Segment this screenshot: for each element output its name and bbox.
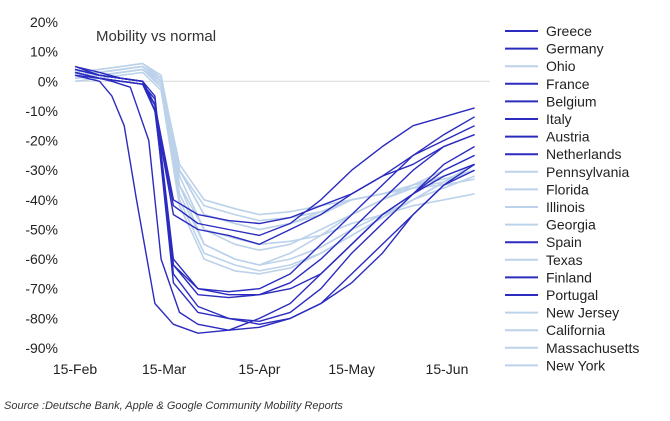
legend-label: Germany (546, 41, 604, 57)
x-tick-label: 15-Apr (238, 361, 280, 377)
legend-label: Florida (546, 181, 589, 197)
y-tick-label: -10% (25, 103, 58, 119)
series-line-netherlands (74, 65, 475, 237)
y-tick-label: 10% (30, 44, 58, 60)
series-line-florida (74, 62, 475, 222)
y-tick-label: -50% (25, 221, 58, 237)
legend-label: New York (546, 357, 606, 373)
y-tick-label: -70% (25, 281, 58, 297)
legend-label: Pennsylvania (546, 164, 629, 180)
legend-label: Austria (546, 129, 590, 145)
x-tick-label: 15-May (328, 361, 375, 377)
y-tick-label: -60% (25, 251, 58, 267)
chart-title: Mobility vs normal (96, 28, 216, 45)
y-tick-label: -30% (25, 162, 58, 178)
legend-label: Ohio (546, 58, 576, 74)
series-line-illinois (74, 68, 475, 251)
legend-label: Portugal (546, 287, 598, 303)
legend-label: Netherlands (546, 146, 622, 162)
legend-label: France (546, 76, 590, 92)
legend-label: Illinois (546, 199, 585, 215)
y-tick-label: -40% (25, 192, 58, 208)
legend-label: California (546, 322, 605, 338)
x-axis-ticks: 15-Feb 15-Mar 15-Apr 15-May 15-Jun (53, 361, 469, 377)
x-tick-label: 15-Jun (426, 361, 469, 377)
series-line-pennsylvania (74, 65, 475, 266)
y-tick-label: -80% (25, 310, 58, 326)
series-line-france (74, 68, 475, 322)
legend-label: Spain (546, 234, 582, 250)
legend-label: Italy (546, 111, 572, 127)
series-line-texas (74, 62, 475, 231)
series-line-portugal (74, 68, 475, 299)
series-line-spain (74, 71, 475, 331)
series-line-italy (74, 74, 475, 334)
legend-label: Finland (546, 269, 592, 285)
legend-label: Texas (546, 252, 583, 268)
legend-label: Greece (546, 23, 592, 39)
source-note: Source :Deutsche Bank, Apple & Google Co… (4, 400, 343, 412)
series-lines (74, 62, 475, 334)
x-tick-label: 15-Mar (142, 361, 187, 377)
legend-label: Georgia (546, 217, 596, 233)
legend-label: Belgium (546, 93, 597, 109)
mobility-chart: 20% 10% 0% -10% -20% -30% -40% -50% -60% -70% -80%… (25, 14, 639, 377)
x-tick-label: 15-Feb (53, 361, 98, 377)
y-tick-label: 0% (38, 73, 58, 89)
y-tick-label: -20% (25, 133, 58, 149)
legend-label: New Jersey (546, 305, 619, 321)
series-line-greece (74, 65, 475, 325)
legend-label: Massachusetts (546, 340, 639, 356)
series-line-massachusetts (74, 68, 475, 266)
y-axis-ticks: 20% 10% 0% -10% -20% -30% -40% -50% -60% -70% -80%… (25, 14, 58, 356)
y-tick-label: -90% (25, 340, 58, 356)
y-tick-label: 20% (30, 14, 58, 30)
series-line-finland (74, 74, 475, 225)
